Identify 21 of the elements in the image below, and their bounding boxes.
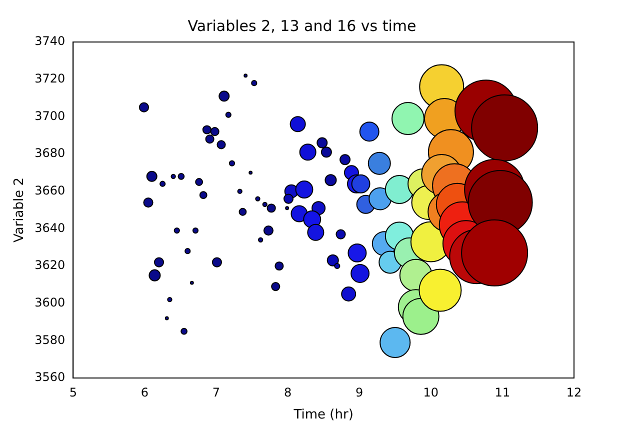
x-tick-label: 6 [140,385,149,400]
y-tick-label: 3640 [34,220,66,235]
chart-title: Variables 2, 13 and 16 vs time [188,16,416,35]
x-tick-label: 7 [212,385,220,400]
y-tick-label: 3740 [34,34,66,48]
y-tick-label: 3560 [34,370,66,384]
y-tick-label: 3660 [34,183,66,198]
x-tick-label: 12 [566,385,582,400]
x-tick-label: 8 [284,385,292,400]
y-tick-label: 3680 [34,146,66,160]
y-tick-label: 3700 [34,108,66,123]
y-tick-label: 3720 [34,71,66,86]
x-tick-label: 11 [494,385,510,400]
x-tick-label: 10 [423,385,439,400]
x-tick-label: 9 [356,385,364,400]
x-axis-title: Time (hr) [292,408,354,423]
y-tick-label: 3580 [34,332,66,347]
y-tick-label: 3600 [34,295,66,310]
y-tick-label: 3620 [34,258,66,272]
x-tick-label: 5 [69,385,77,400]
y-axis-title: Variable 2 [12,177,28,243]
